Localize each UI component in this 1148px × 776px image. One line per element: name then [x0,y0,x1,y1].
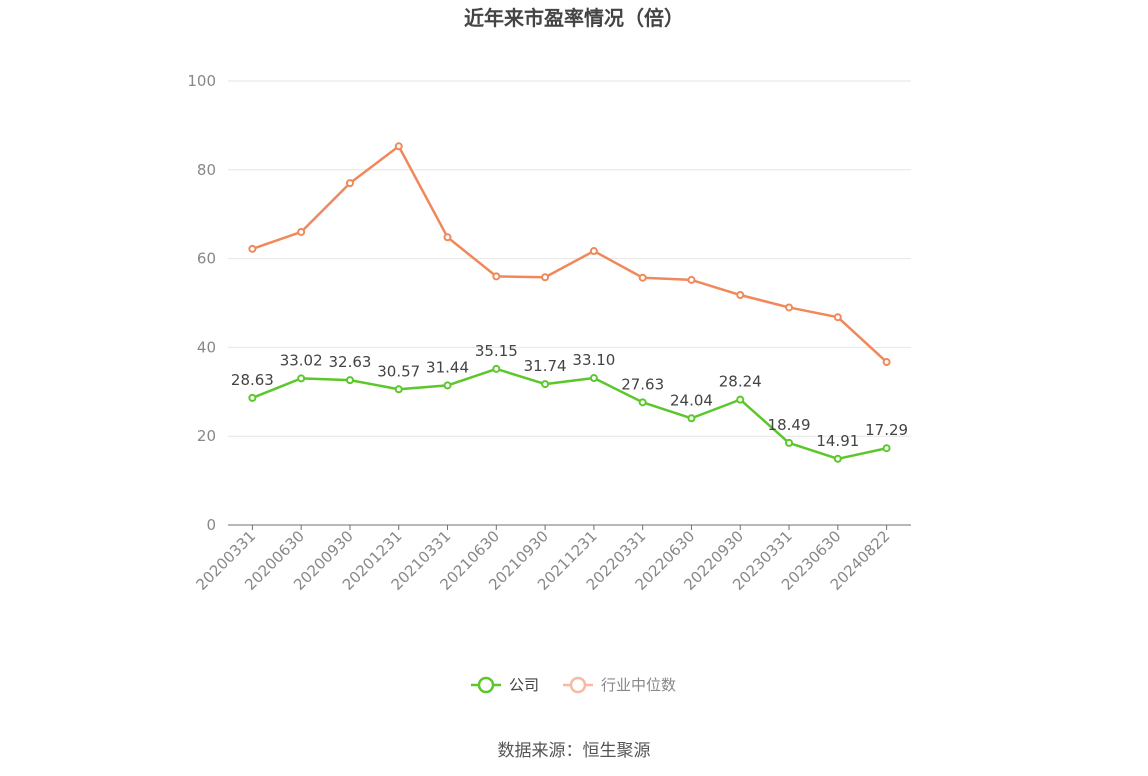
data-point[interactable] [589,374,598,383]
data-point[interactable] [882,444,891,453]
data-point[interactable] [638,398,647,407]
data-point[interactable] [687,275,696,284]
data-label: 35.15 [475,342,518,360]
grid-lines [228,80,911,437]
legend-item-company[interactable]: 公司 [471,676,539,694]
data-point[interactable] [394,385,403,394]
data-point[interactable] [638,273,647,282]
data-label: 27.63 [621,375,664,393]
legend-label: 公司 [509,676,539,694]
legend[interactable]: 公司 行业中位数 [471,676,676,694]
data-point[interactable] [345,376,354,385]
data-label: 28.63 [231,371,274,389]
y-tick-label: 80 [197,161,216,179]
series-line [251,367,887,461]
y-tick-label: 20 [197,427,216,445]
y-tick-label: 0 [206,516,216,534]
data-label: 14.91 [816,432,859,450]
series-industry-median [248,142,891,367]
data-label: 24.04 [670,391,713,409]
x-axis: 2020033120200630202009302020123120210331… [192,524,911,594]
data-point[interactable] [248,393,257,402]
legend-circle-icon [569,676,587,694]
data-label: 31.74 [524,357,567,375]
y-tick-label: 100 [187,72,216,90]
data-point[interactable] [394,142,403,151]
data-point[interactable] [248,244,257,253]
data-label: 17.29 [865,421,908,439]
data-point[interactable] [736,291,745,300]
legend-circle-icon [477,676,495,694]
data-point[interactable] [297,227,306,236]
data-source: 数据来源：恒生聚源 [498,741,651,761]
data-point[interactable] [443,381,452,390]
data-point[interactable] [541,273,550,282]
data-point[interactable] [833,454,842,463]
legend-item-industry-median[interactable]: 行业中位数 [563,676,676,694]
data-label: 33.10 [572,351,615,369]
chart-title: 近年来市盈率情况（倍） [464,6,684,30]
data-point[interactable] [492,364,501,373]
data-point[interactable] [541,380,550,389]
legend-label: 行业中位数 [601,676,676,694]
data-point[interactable] [443,233,452,242]
series-company: 28.63 33.02 32.63 30.57 31.44 35.15 31.74 33.10… [231,342,908,463]
data-label: 28.24 [719,373,762,391]
data-label: 32.63 [328,353,371,371]
data-label: 31.44 [426,358,469,376]
data-point[interactable] [736,395,745,404]
data-point[interactable] [882,358,891,367]
data-point[interactable] [687,414,696,423]
data-label: 30.57 [377,362,420,380]
data-point[interactable] [345,179,354,188]
data-point[interactable] [785,303,794,312]
data-point[interactable] [297,374,306,383]
series-line [251,145,888,363]
data-point[interactable] [833,313,842,322]
series-group: 28.63 33.02 32.63 30.57 31.44 35.15 31.74 33.10… [231,142,908,463]
data-label: 18.49 [768,416,811,434]
data-point[interactable] [589,247,598,256]
data-point[interactable] [492,272,501,281]
y-tick-label: 60 [197,250,216,268]
y-tick-label: 40 [197,338,216,356]
data-label: 33.02 [280,351,323,369]
data-point[interactable] [785,438,794,447]
y-axis-ticks: 0 20 40 60 80 100 [187,72,216,534]
